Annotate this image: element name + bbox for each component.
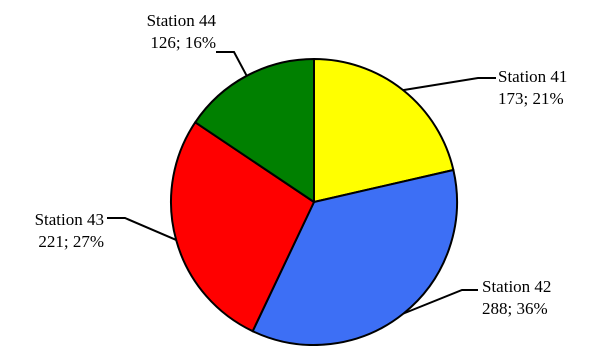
leader-line-station-44 [216, 51, 248, 77]
slice-label-value-station-42: 288; 36% [482, 299, 548, 318]
leader-line-station-41 [402, 77, 496, 92]
pie-slice-station-42 [251, 169, 458, 346]
slice-label-name-station-43: Station 43 [35, 210, 104, 229]
slice-label-value-station-41: 173; 21% [498, 89, 564, 108]
leader-line-station-42 [403, 289, 478, 315]
slice-label-name-station-44: Station 44 [147, 11, 217, 30]
slice-label-value-station-43: 221; 27% [38, 232, 104, 251]
pie-slices [170, 58, 458, 346]
pie-slice-station-43 [170, 121, 315, 333]
leader-line-station-43 [107, 217, 177, 241]
leader-lines [107, 51, 496, 315]
slice-label-name-station-42: Station 42 [482, 277, 551, 296]
slice-label-name-station-41: Station 41 [498, 67, 567, 86]
pie-slice-station-44 [194, 58, 315, 203]
slice-labels: Station 41 173; 21% Station 42 288; 36% Stat… [35, 11, 568, 318]
slice-label-value-station-44: 126; 16% [150, 33, 216, 52]
pie-slice-station-41 [313, 58, 455, 203]
